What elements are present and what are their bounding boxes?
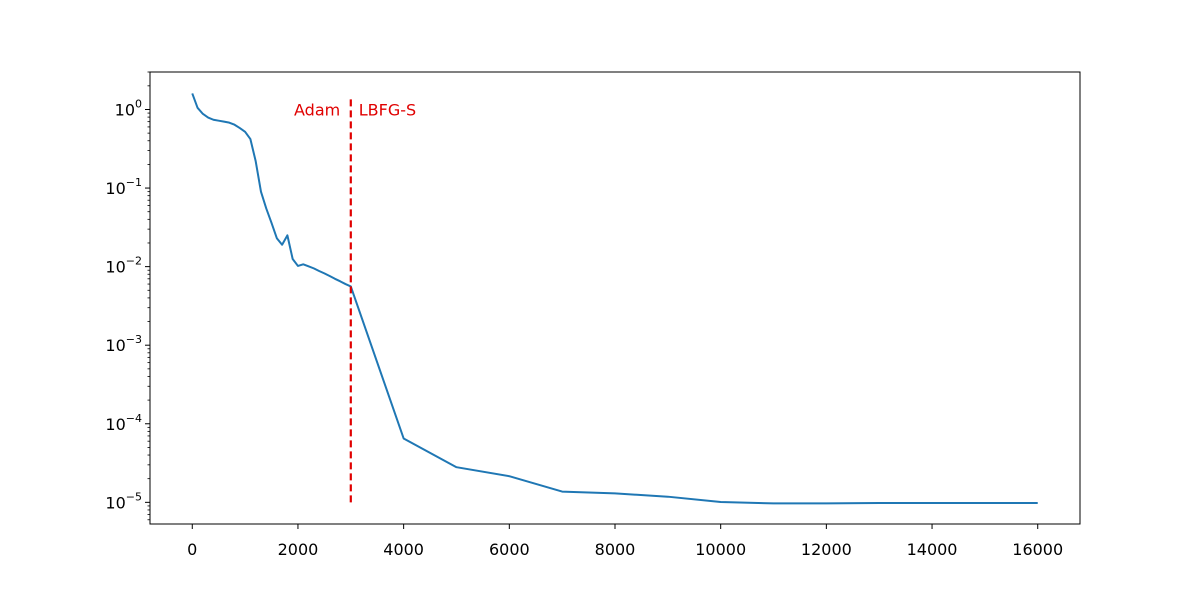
annotation-lbfg-s: LBFG-S [359,100,416,119]
y-tick-label: 10−5 [105,490,142,512]
y-tick-label: 10−3 [105,333,142,355]
x-tick-label: 14000 [907,540,958,559]
y-tick-label: 10−2 [105,255,142,277]
y-tick-label: 10−1 [105,176,142,198]
y-tick-label: 100 [115,97,142,119]
x-tick-label: 0 [187,540,197,559]
x-tick-label: 8000 [595,540,636,559]
loss-line [191,93,1038,505]
plot-area: Adam LBFG-S [191,93,1038,505]
x-tick-label: 2000 [278,540,319,559]
x-tick-label: 6000 [489,540,530,559]
annotation-adam: Adam [294,100,340,119]
x-tick-label: 10000 [695,540,746,559]
axis-ticks: 0 2000 4000 6000 8000 10000 12000 14000 16000 100… [105,71,1063,559]
x-tick-label: 4000 [383,540,424,559]
y-tick-label: 10−4 [105,412,142,434]
x-tick-label: 12000 [801,540,852,559]
x-tick-label: 16000 [1012,540,1063,559]
plot-frame [149,71,1081,525]
